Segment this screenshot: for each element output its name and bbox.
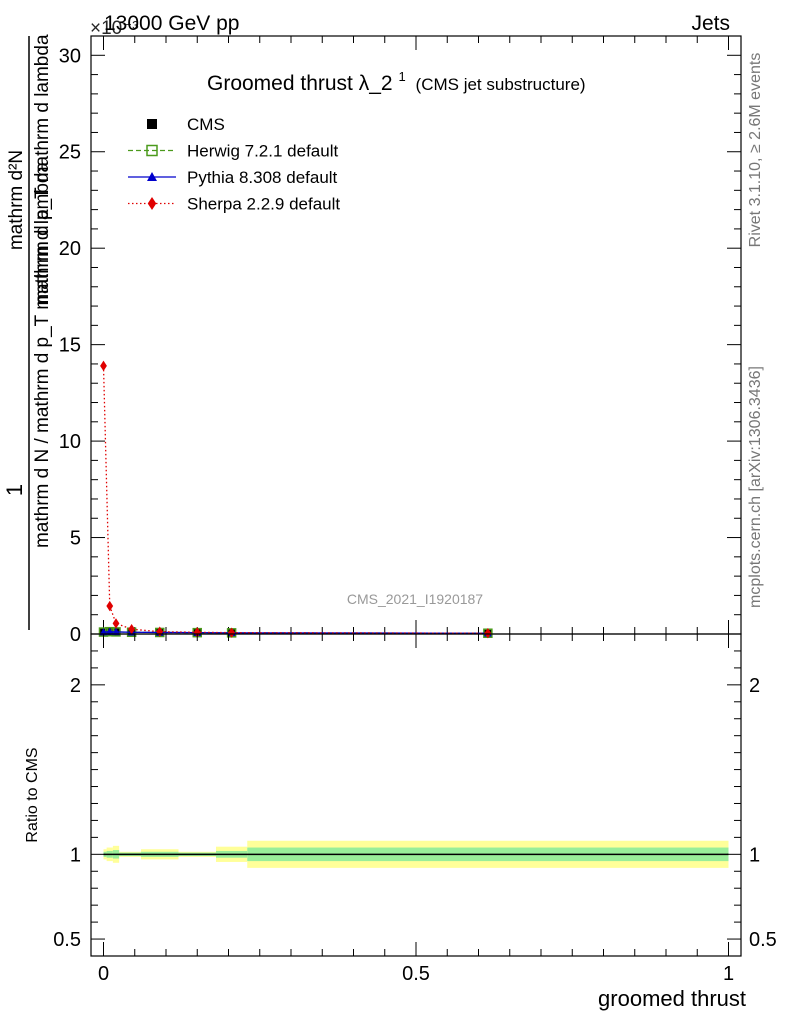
- ratio-y-tick-label: 1: [70, 844, 81, 866]
- y-tick-label: 5: [70, 528, 81, 550]
- data-point: [100, 360, 107, 372]
- y-tick-label: 25: [59, 142, 81, 164]
- energy-label: 13000 GeV pp: [104, 12, 239, 35]
- legend-marker: [147, 197, 157, 210]
- y-label-denominator: mathrm d N / mathrm d p_T mathrm d lambd…: [32, 162, 53, 549]
- category-label: Jets: [691, 12, 730, 35]
- legend-label: Sherpa 2.2.9 default: [187, 195, 340, 214]
- ratio-panel: 0.5 0.51 12 2 0 0.5 1 Ratio to CMS groomed th…: [24, 633, 777, 1011]
- ratio-y-tick-label-right: 1: [749, 844, 760, 866]
- main-series-layer: [98, 360, 493, 639]
- x-tick-label: 0.5: [402, 963, 430, 985]
- legend-marker: [147, 172, 157, 181]
- main-y-axis: 0 5 10 15 20 25 30: [59, 45, 741, 646]
- data-point: [105, 627, 114, 635]
- y-label-numerator: 1: [2, 484, 27, 496]
- data-point: [106, 600, 114, 612]
- ratio-y-tick-label: 2: [70, 675, 81, 697]
- y-tick-label: 20: [59, 238, 81, 260]
- legend-marker: [147, 119, 157, 129]
- legend-label: Pythia 8.308 default: [187, 168, 338, 187]
- data-point: [484, 628, 492, 639]
- series-line: [102, 365, 488, 634]
- chart-title-superscript: 1: [398, 69, 405, 84]
- exponent-label: ×10⁻³: [90, 18, 139, 39]
- ratio-x-axis: 0 0.5 1: [98, 634, 734, 985]
- data-point: [112, 627, 120, 636]
- y-tick-label: 30: [59, 45, 81, 67]
- legend: CMS Herwig 7.2.1 default Pythia 8.308 defa…: [128, 115, 340, 214]
- ratio-panel-frame: [90, 633, 742, 957]
- rivet-label: Rivet 3.1.10, ≥ 2.6M events: [747, 53, 764, 248]
- data-point: [228, 627, 236, 638]
- y-tick-label: 15: [59, 335, 81, 357]
- data-point: [193, 627, 201, 638]
- legend-marker: [146, 144, 158, 157]
- chart-title: Groomed thrust λ_2 1 (CMS jet substructu…: [207, 63, 586, 95]
- legend-label: CMS: [187, 115, 225, 134]
- main-y-label: 1 mathrm d N / mathrm d p_T mathrm d lam…: [2, 34, 53, 630]
- chart-subtitle: (CMS jet substructure): [416, 75, 586, 94]
- y-label-numerator-right: mathrm d²N: [6, 150, 27, 250]
- y-label-denominator-right: mathrm d p_T mathrm d lambda: [32, 34, 53, 305]
- main-panel: 0 5 10 15 20 25 30 Groomed thrust λ_2 1 (CMS j…: [59, 35, 742, 646]
- ratio-y-axis: 0.5 0.5 1 1 2 2: [53, 650, 777, 951]
- ratio-uncertainty-bands: [103, 840, 729, 868]
- ratio-y-tick-label-right: 0.5: [749, 929, 777, 951]
- mcplots-label: mcplots.cern.ch [arXiv:1306.3436]: [747, 366, 764, 608]
- x-tick-label: 0: [98, 963, 109, 985]
- analysis-id: CMS_2021_I1920187: [347, 591, 483, 607]
- legend-label: Herwig 7.2.1 default: [187, 142, 338, 161]
- data-point: [128, 623, 136, 635]
- x-axis-label: groomed thrust: [598, 986, 746, 1011]
- y-tick-label: 10: [59, 431, 81, 453]
- ratio-y-label: Ratio to CMS: [24, 747, 41, 842]
- chart-title-symbol: λ_2: [359, 72, 393, 95]
- ratio-y-tick-label: 0.5: [53, 929, 81, 951]
- ratio-y-tick-label-right: 2: [749, 675, 760, 697]
- data-point: [112, 618, 120, 629]
- x-tick-label: 1: [723, 963, 734, 985]
- y-tick-label: 0: [70, 624, 81, 646]
- chart-title-text: Groomed thrust: [207, 72, 353, 95]
